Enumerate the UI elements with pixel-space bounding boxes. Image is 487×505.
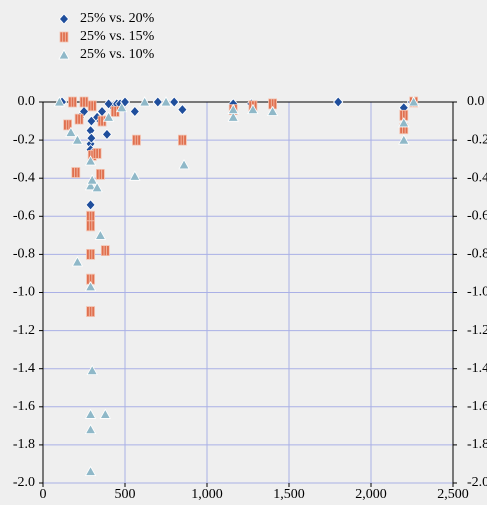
triangle-marker (266, 105, 279, 116)
x-tick-label: 2,500 (437, 487, 469, 502)
triangle-marker (398, 117, 410, 128)
y-tick-label: -0.2 (13, 132, 35, 147)
square-marker (71, 167, 81, 178)
triangle-marker (160, 96, 172, 107)
x-tick-label: 1,500 (273, 487, 305, 502)
diamond-marker (58, 13, 70, 25)
y2-tick-label: -1.4 (467, 361, 487, 376)
diamond-marker (333, 96, 344, 108)
legend-label: 25% vs. 15% (80, 29, 155, 44)
y-tick-label: -1.6 (13, 399, 35, 414)
square-marker (86, 220, 95, 232)
legend-label: 25% vs. 10% (80, 47, 155, 62)
y-tick-label: 0.0 (18, 94, 36, 109)
triangle-marker (102, 111, 115, 122)
triangle-marker (84, 408, 97, 419)
square-marker (178, 134, 187, 146)
y-tick-label: -2.0 (13, 475, 35, 490)
square-marker (86, 210, 95, 222)
diamond-marker (177, 104, 188, 116)
square-marker (79, 96, 89, 108)
triangle-marker (71, 256, 84, 267)
square-marker (132, 134, 141, 146)
square-marker (92, 148, 102, 159)
triangle-marker (116, 101, 128, 113)
square-marker (74, 113, 84, 125)
y-tick-label: -0.6 (13, 209, 35, 224)
triangle-marker (86, 174, 98, 185)
y2-tick-label: -0.6 (467, 209, 487, 224)
y-tick-label: -0.4 (13, 170, 35, 185)
y-tick-label: -1.8 (13, 437, 35, 452)
triangle-marker (139, 96, 151, 107)
triangle-marker (86, 364, 98, 376)
square-marker (110, 106, 120, 117)
legend-label: 25% vs. 20% (80, 11, 155, 26)
x-tick-label: 500 (115, 487, 136, 502)
square-marker (86, 273, 95, 285)
y2-tick-label: -1.6 (467, 399, 487, 414)
y2-tick-label: 0.0 (467, 94, 485, 109)
triangle-marker (65, 126, 77, 137)
y-tick-label: -1.0 (13, 285, 35, 300)
triangle-marker (53, 96, 66, 107)
diamond-marker (152, 96, 163, 108)
triangle-marker (84, 280, 97, 292)
triangle-marker (178, 159, 190, 170)
square-marker (86, 249, 95, 260)
x-tick-label: 0 (40, 487, 47, 502)
diamond-marker (129, 105, 140, 118)
triangle-marker (407, 96, 420, 107)
triangle-marker (99, 408, 111, 419)
diamond-marker (169, 96, 180, 108)
triangle-marker (91, 181, 103, 193)
y2-tick-label: -0.4 (467, 170, 487, 185)
triangle-marker (84, 179, 97, 191)
y2-tick-label: -2.0 (467, 475, 487, 490)
triangle-marker (84, 465, 97, 476)
y2-tick-label: -1.2 (467, 323, 487, 338)
square-marker (59, 31, 69, 43)
triangle-marker (84, 155, 97, 166)
y-tick-label: -1.2 (13, 323, 35, 338)
square-marker (96, 168, 105, 180)
y-tick-label: -0.8 (13, 247, 35, 262)
triangle-marker (58, 49, 70, 60)
diamond-marker (85, 199, 96, 211)
diamond-marker (101, 128, 112, 140)
square-marker (100, 245, 110, 256)
y-tick-label: -1.4 (13, 361, 35, 376)
square-marker (68, 96, 77, 108)
square-marker (268, 98, 277, 110)
triangle-marker (84, 423, 97, 435)
diamond-marker (86, 132, 97, 144)
triangle-marker (227, 103, 239, 115)
triangle-marker (71, 134, 84, 145)
square-marker (86, 306, 95, 317)
triangle-marker (129, 170, 141, 181)
y2-tick-label: -0.8 (467, 247, 487, 262)
y2-tick-label: -1.0 (467, 285, 487, 300)
triangle-marker (247, 103, 259, 115)
y2-tick-label: -1.8 (467, 437, 487, 452)
triangle-marker (227, 111, 239, 122)
x-tick-label: 2,000 (355, 487, 387, 502)
triangle-marker (94, 229, 107, 240)
x-tick-label: 1,000 (191, 487, 223, 502)
y2-tick-label: -0.2 (467, 132, 487, 147)
triangle-marker (398, 134, 410, 145)
square-marker (87, 100, 97, 112)
square-marker (399, 109, 409, 121)
